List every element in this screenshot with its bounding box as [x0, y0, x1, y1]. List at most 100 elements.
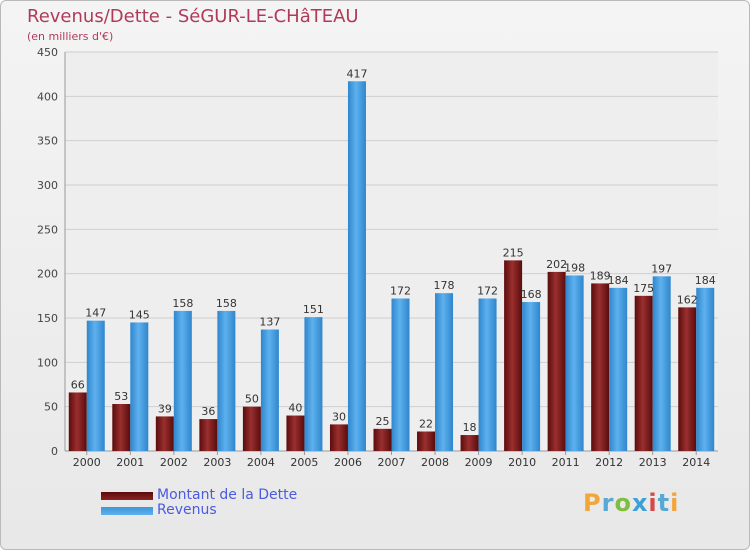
- data-label: 22: [419, 417, 433, 430]
- y-tick-label: 0: [51, 445, 58, 458]
- data-label: 36: [201, 405, 215, 418]
- data-label: 184: [608, 274, 629, 287]
- data-label: 197: [651, 262, 672, 275]
- bar-revenus: [391, 298, 410, 451]
- y-tick-label: 450: [37, 46, 58, 59]
- data-label: 25: [376, 415, 390, 428]
- x-tick-label: 2004: [247, 456, 275, 469]
- bar-revenus: [478, 298, 497, 451]
- logo-letter: i: [648, 489, 658, 517]
- bar-revenus: [347, 81, 366, 451]
- bar-dette: [199, 419, 218, 451]
- bar-dette: [547, 271, 566, 451]
- data-label: 417: [346, 67, 367, 80]
- x-tick-label: 2002: [160, 456, 188, 469]
- data-label: 172: [477, 284, 498, 297]
- bar-revenus: [130, 322, 149, 451]
- chart-title: Revenus/Dette - SéGUR-LE-CHâTEAU: [27, 6, 359, 27]
- data-label: 39: [158, 402, 172, 415]
- logo-letter: x: [631, 489, 649, 517]
- bar-dette: [634, 295, 653, 451]
- data-label: 178: [434, 279, 455, 292]
- x-tick-label: 2008: [421, 456, 449, 469]
- data-label: 158: [216, 297, 237, 310]
- legend-label-revenus: Revenus: [157, 502, 217, 518]
- data-label: 215: [503, 246, 524, 259]
- bars-layer: [68, 81, 715, 451]
- logo-letter: o: [614, 489, 632, 517]
- bar-revenus: [565, 275, 584, 451]
- x-tick-label: 2012: [595, 456, 623, 469]
- x-tick-label: 2000: [73, 456, 101, 469]
- data-label: 172: [390, 284, 411, 297]
- y-tick-label: 300: [37, 179, 58, 192]
- logo-letter: i: [670, 489, 680, 517]
- bar-dette: [373, 428, 392, 451]
- y-tick-label: 100: [37, 356, 58, 369]
- bar-revenus: [217, 310, 236, 451]
- bar-revenus: [173, 310, 192, 451]
- legend-item-dette: Montant de la Dette: [101, 488, 297, 503]
- legend-item-revenus: Revenus: [101, 503, 297, 518]
- x-tick-label: 2013: [639, 456, 667, 469]
- x-tick-label: 2009: [465, 456, 493, 469]
- legend-swatch-revenus: [101, 506, 153, 515]
- data-label: 184: [695, 274, 716, 287]
- x-tick-label: 2003: [203, 456, 231, 469]
- proxiti-logo: Proxiti: [583, 489, 679, 517]
- x-tick-label: 2011: [552, 456, 580, 469]
- data-label: 189: [590, 269, 611, 282]
- logo-letter: t: [657, 489, 671, 517]
- data-label: 40: [288, 402, 302, 415]
- data-label: 162: [677, 293, 698, 306]
- data-label: 168: [521, 288, 542, 301]
- y-tick-label: 200: [37, 268, 58, 281]
- data-label: 137: [259, 316, 280, 329]
- y-tick-label: 250: [37, 223, 58, 236]
- bar-dette: [417, 431, 436, 451]
- bar-dette: [591, 283, 610, 451]
- y-tick-label: 400: [37, 90, 58, 103]
- bar-revenus: [304, 317, 323, 451]
- bar-revenus: [609, 287, 628, 451]
- x-tick-label: 2001: [116, 456, 144, 469]
- chart-subtitle: (en milliers d'€): [27, 30, 114, 43]
- bar-revenus: [652, 276, 671, 451]
- bar-dette: [460, 435, 479, 451]
- bar-revenus: [86, 320, 105, 451]
- bar-revenus: [260, 329, 279, 451]
- data-label: 50: [245, 393, 259, 406]
- data-label: 175: [633, 282, 654, 295]
- data-label: 151: [303, 303, 324, 316]
- data-label: 18: [463, 421, 477, 434]
- x-tick-label: 2006: [334, 456, 362, 469]
- bar-dette: [678, 307, 697, 451]
- data-label: 145: [129, 308, 150, 321]
- x-tick-label: 2014: [682, 456, 710, 469]
- data-label: 158: [172, 297, 193, 310]
- x-tick-label: 2005: [290, 456, 318, 469]
- bar-dette: [286, 415, 305, 451]
- y-tick-label: 350: [37, 135, 58, 148]
- x-tick-label: 2007: [378, 456, 406, 469]
- bar-dette: [112, 404, 131, 451]
- data-label: 147: [85, 307, 106, 320]
- x-tick-label: 2010: [508, 456, 536, 469]
- legend: Montant de la Dette Revenus: [101, 488, 297, 518]
- logo-letter: P: [583, 489, 602, 517]
- bar-dette: [504, 260, 523, 451]
- y-tick-label: 150: [37, 312, 58, 325]
- bar-dette: [68, 392, 87, 451]
- data-label: 30: [332, 410, 346, 423]
- y-tick-label: 50: [44, 401, 58, 414]
- bar-dette: [329, 424, 348, 451]
- bar-dette: [242, 406, 261, 451]
- bar-revenus: [435, 293, 454, 451]
- data-label: 198: [564, 261, 585, 274]
- data-label: 202: [546, 258, 567, 271]
- legend-swatch-dette: [101, 491, 153, 500]
- bar-revenus: [522, 302, 541, 451]
- bar-revenus: [696, 287, 715, 451]
